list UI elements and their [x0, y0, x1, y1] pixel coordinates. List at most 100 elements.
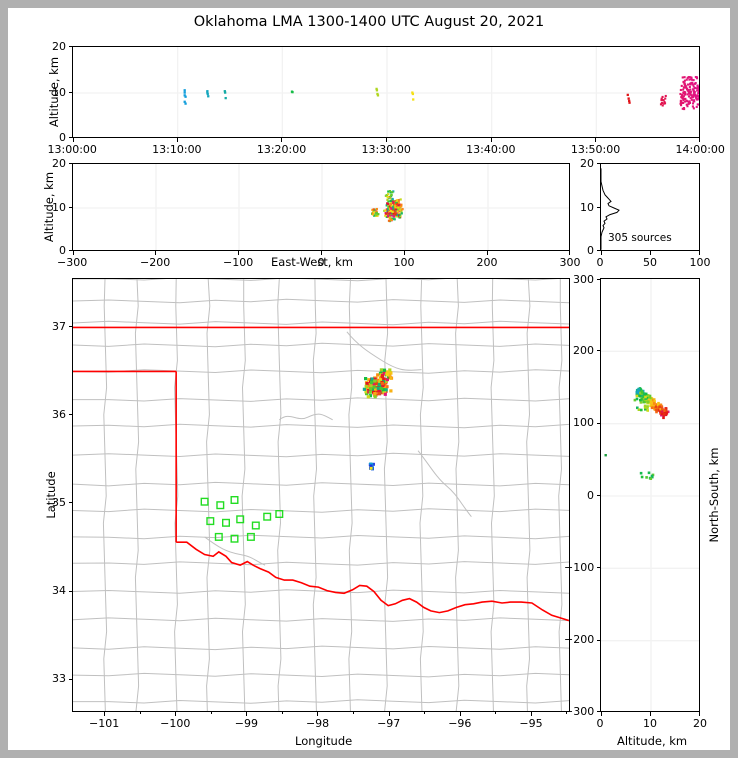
p4-xtick-label: −100	[160, 717, 191, 730]
p2-ytick-label: 20	[52, 156, 66, 170]
p2-ytick	[68, 207, 72, 208]
p3-xtick-label: 0	[596, 256, 604, 269]
p1-xtick	[699, 138, 700, 142]
p1-ytick	[68, 137, 72, 138]
p2-xtick-label: 300	[559, 256, 581, 269]
p4-xtick-label: −98	[305, 717, 330, 730]
p1-ytick-label: 20	[52, 39, 66, 53]
p3-ytick	[596, 250, 600, 251]
p4-ytick	[68, 414, 72, 416]
p2-xtick-label: −300	[57, 256, 88, 269]
panel-altitude-vs-north-south	[600, 278, 700, 712]
figure-canvas: Oklahoma LMA 1300-1400 UTC August 20, 20…	[8, 8, 730, 750]
p2-xtick	[72, 251, 74, 255]
p5-ytick	[596, 567, 600, 569]
p1-xtick	[281, 138, 283, 142]
panel-east-west-vs-altitude	[72, 163, 570, 251]
p4-xtick-minor	[566, 712, 568, 714]
p4-ytick-label: 33	[52, 672, 66, 686]
p2-xtick	[569, 251, 570, 255]
p2-ytick	[68, 250, 72, 251]
p1-xtick	[176, 138, 178, 142]
p4-xtick-minor	[139, 712, 141, 714]
p1-ytick-label: 0	[59, 130, 66, 144]
p5-xtick-label: 20	[693, 717, 707, 730]
p2-xtick-label: 0	[317, 256, 325, 269]
figure-title: Oklahoma LMA 1300-1400 UTC August 20, 20…	[193, 14, 545, 30]
p4-ytick	[68, 590, 72, 592]
p2-xtick-label: 200	[476, 256, 498, 269]
p5-ytick-label: −100	[564, 560, 595, 574]
p2-xtick	[404, 251, 405, 255]
p5-xlabel: Altitude, km	[617, 734, 688, 748]
p4-ytick-label: 35	[52, 495, 66, 509]
p5-ytick	[596, 350, 600, 352]
panel-altitude-histogram	[600, 163, 700, 251]
p2-xtick-label: −100	[223, 256, 254, 269]
p2-xlabel: East-West, km	[271, 255, 353, 269]
p4-ytick-label: 36	[52, 407, 66, 421]
p5-ytick	[596, 422, 600, 424]
p4-xtick-minor	[353, 712, 354, 714]
p4-xtick-minor	[388, 712, 390, 714]
p4-ytick-label: 34	[52, 584, 66, 597]
p4-xtick-minor	[281, 712, 283, 714]
p1-xtick-label: 13:50:00	[570, 143, 621, 156]
p3-ytick	[596, 207, 600, 208]
p1-xtick-label: 13:10:00	[152, 143, 202, 156]
p1-ytick-label: 10	[52, 85, 66, 99]
p2-ytick	[68, 163, 72, 164]
p5-xtick	[600, 712, 602, 716]
p5-xtick-label: 10	[643, 717, 657, 730]
p2-xtick	[487, 251, 488, 255]
p1-xtick-label: 14:00:00	[675, 143, 725, 156]
p3-xtick	[650, 251, 651, 255]
p4-xtick-label: −95	[519, 717, 543, 730]
p1-ytick	[68, 46, 72, 47]
p4-xtick-minor	[424, 712, 426, 714]
p5-ylabel: North-South, km	[707, 447, 721, 543]
p3-ytick-label: 20	[580, 156, 594, 170]
p3-xtick	[600, 251, 602, 255]
p5-ytick	[596, 495, 600, 496]
panel-map	[72, 278, 570, 712]
p1-xtick-label: 13:20:00	[256, 143, 307, 156]
p4-xtick-minor	[459, 712, 461, 714]
p4-xtick-minor	[530, 712, 532, 714]
p4-xtick-minor	[175, 712, 177, 714]
p2-ytick-label: 0	[59, 243, 66, 257]
p4-xtick-minor	[246, 712, 248, 714]
p1-xtick	[72, 138, 74, 142]
p5-xtick	[699, 712, 700, 716]
p4-xtick-label: −99	[234, 717, 259, 730]
p4-xlabel: Longitude	[295, 734, 353, 748]
p5-ytick-label: 200	[573, 343, 594, 357]
p5-ytick-label: −200	[564, 633, 595, 647]
p4-xtick-minor	[210, 712, 212, 714]
p2-ytick-label: 10	[52, 200, 66, 214]
p5-xtick-label: 0	[596, 717, 604, 730]
p4-xtick-label: −96	[448, 717, 472, 730]
p3-ytick-label: 0	[587, 243, 594, 257]
p3-xtick-label: 100	[689, 256, 711, 269]
p5-ytick-label: 0	[587, 488, 594, 502]
p1-xtick	[490, 138, 492, 142]
p5-ytick-label: 300	[573, 272, 594, 286]
p2-xtick-label: −200	[140, 256, 171, 269]
p3-xtick-label: 50	[643, 256, 657, 269]
p4-ytick	[68, 326, 72, 328]
p4-xtick-label: −97	[377, 717, 401, 730]
p2-xtick	[238, 251, 239, 255]
p4-xtick-minor	[495, 712, 497, 714]
p1-xtick-label: 13:40:00	[466, 143, 516, 156]
p3-xtick	[699, 251, 700, 255]
p4-ytick-label: 37	[52, 319, 66, 333]
p1-xtick-label: 13:30:00	[361, 143, 411, 156]
p2-xtick	[321, 251, 322, 255]
p1-ytick	[68, 92, 72, 93]
p5-ytick-label: −300	[564, 704, 595, 718]
p2-xtick-label: 100	[393, 256, 415, 269]
p1-xtick	[595, 138, 597, 142]
p1-xtick	[386, 138, 387, 142]
panel-time-vs-altitude	[72, 46, 700, 138]
